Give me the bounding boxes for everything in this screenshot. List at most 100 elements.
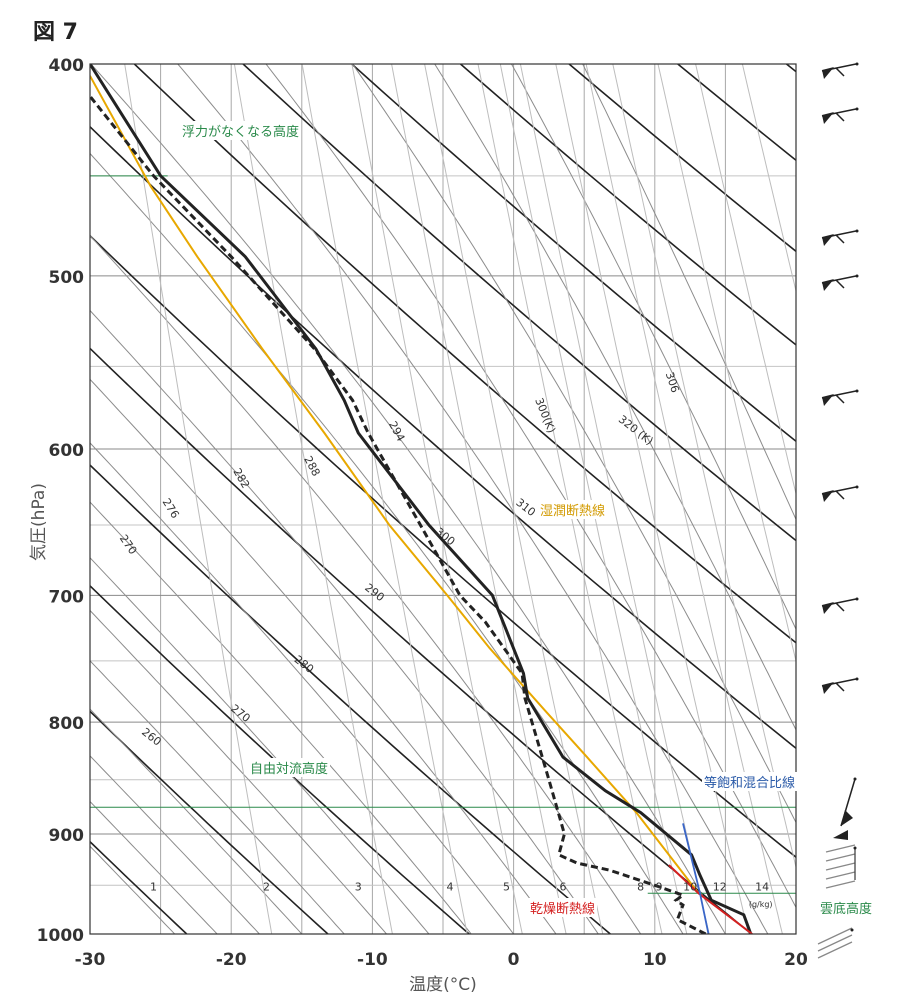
barb-pennant bbox=[822, 234, 834, 246]
dry-adiabat-line bbox=[90, 463, 611, 934]
y-tick-label: 500 bbox=[49, 268, 85, 288]
axes: 400 500 600 700 800 900 1000 -30 -20 -10 0 10 20 温度(°… bbox=[29, 56, 808, 995]
barb-pennant bbox=[833, 830, 848, 840]
mixing-ratio-label: 8 bbox=[637, 880, 644, 893]
wind-barb-icon bbox=[825, 844, 857, 889]
barb-feather bbox=[835, 67, 845, 77]
wind-barb-icon bbox=[821, 62, 859, 79]
wind-barb-icon bbox=[821, 389, 859, 406]
mixing-ratio-line bbox=[391, 64, 567, 934]
barb-feather bbox=[835, 234, 845, 244]
mixing-ratio-line bbox=[555, 64, 750, 934]
barb-pennant bbox=[841, 810, 853, 826]
wind-barb-icon bbox=[821, 274, 859, 291]
moist-adiabat-line bbox=[90, 234, 642, 934]
mixing-ratio-label: 2 bbox=[263, 880, 270, 893]
mixing-ratio-line bbox=[695, 64, 796, 496]
barb-feather bbox=[817, 927, 853, 945]
moist-adiabat-line bbox=[90, 152, 684, 934]
mixing-ratio-line bbox=[657, 64, 796, 664]
figure-title: 図 7 bbox=[33, 20, 78, 45]
x-tick-label: 10 bbox=[643, 950, 667, 970]
dry-adiabat-series bbox=[668, 864, 753, 934]
moist-adiabat-line bbox=[90, 378, 557, 934]
mixing-ratio-line bbox=[301, 64, 468, 934]
dry-adiabat-line bbox=[90, 125, 796, 750]
dry-adiabat-label: 290 bbox=[362, 581, 387, 604]
dry-adiabat-label: 280 bbox=[292, 653, 317, 676]
mixing-ratio-annotation: 等飽和混合比線 bbox=[702, 772, 798, 791]
dry-adiabat-line bbox=[895, 64, 907, 934]
dewpoint-series bbox=[90, 93, 707, 934]
wind-barb-icon bbox=[821, 229, 859, 246]
barb-dot bbox=[855, 677, 859, 681]
barb-dot bbox=[853, 777, 857, 781]
mixing-ratio-label: 6 bbox=[560, 880, 567, 893]
dry-adiabat-label: 300 bbox=[433, 525, 458, 548]
mixing-ratio-label: 5 bbox=[503, 880, 510, 893]
moist-adiabat-label: 288 bbox=[301, 454, 322, 479]
dry-adiabat-line bbox=[90, 347, 753, 934]
barb-feather bbox=[835, 279, 845, 289]
barb-feather bbox=[825, 880, 856, 889]
barb-dot bbox=[855, 389, 859, 393]
dry-adiabat-line bbox=[351, 64, 796, 443]
mixing-ratio-label: 1 bbox=[150, 880, 157, 893]
dry-adiabat-label: 260 bbox=[139, 725, 164, 748]
profile-series bbox=[90, 64, 753, 934]
barb-feather bbox=[835, 112, 845, 122]
contour-labels: 1 2 3 4 5 6 8 9 10 12 14(g/kg)26027028029030031032… bbox=[117, 370, 773, 909]
dry-adiabat-line bbox=[133, 64, 796, 644]
moist-adiabat-line bbox=[90, 442, 514, 934]
dry-adiabat-background-lines bbox=[90, 64, 907, 934]
moist-adiabat-label: 270 bbox=[117, 532, 140, 557]
barb-feather bbox=[825, 853, 856, 862]
barb-feather bbox=[825, 844, 856, 853]
x-tick-label: -10 bbox=[357, 950, 388, 970]
wind-barbs bbox=[817, 62, 859, 959]
x-axis-title: 温度(°C) bbox=[409, 975, 477, 995]
mixing-ratio-label: 4 bbox=[447, 880, 454, 893]
moist-adiabat-line bbox=[90, 557, 430, 934]
barb-dot bbox=[855, 485, 859, 489]
moist-adiabat-line bbox=[265, 64, 796, 909]
moist-adiabat-line bbox=[90, 708, 303, 934]
moist-adiabat-label: 294 bbox=[386, 419, 407, 444]
y-tick-label: 1000 bbox=[37, 926, 84, 946]
mixing-ratio-label: 3 bbox=[355, 880, 362, 893]
y-tick-label: 900 bbox=[49, 826, 85, 846]
x-tick-label: 20 bbox=[784, 950, 808, 970]
moist-adiabat-annotation: 湿潤断熱線 bbox=[538, 500, 608, 519]
moist-adiabat-label: 300(K) bbox=[532, 396, 558, 435]
y-tick-label: 700 bbox=[49, 587, 85, 607]
barb-feather bbox=[835, 490, 845, 500]
plot-frame bbox=[89, 63, 797, 935]
barb-pennant bbox=[822, 112, 834, 124]
barb-dot bbox=[855, 107, 859, 111]
moist-adiabat-series bbox=[90, 75, 700, 894]
y-tick-label: 800 bbox=[49, 714, 85, 734]
mixing-ratio-line bbox=[585, 64, 783, 934]
barb-pennant bbox=[822, 394, 834, 406]
mixing-ratio-line bbox=[124, 64, 273, 934]
moist-adiabat-label: 306 bbox=[663, 370, 682, 394]
grid bbox=[90, 64, 796, 934]
barb-dot bbox=[855, 229, 859, 233]
barb-dot bbox=[853, 846, 857, 850]
mixing-ratio-background-lines bbox=[124, 64, 796, 934]
mixing-ratio-line bbox=[612, 64, 796, 870]
mixing-ratio-line bbox=[424, 64, 604, 934]
mixing-ratio-line bbox=[519, 64, 710, 934]
y-tick-label: 600 bbox=[49, 441, 85, 461]
barb-pennant bbox=[822, 490, 834, 502]
dry-adiabat-line bbox=[90, 234, 796, 859]
barb-dot bbox=[850, 928, 854, 932]
barb-dot bbox=[855, 597, 859, 601]
barb-feather bbox=[825, 871, 856, 880]
moist-adiabat-line bbox=[582, 64, 796, 521]
mixing-ratio-label: 9 bbox=[656, 880, 663, 893]
moist-adiabat-line bbox=[434, 64, 796, 731]
mixing-ratio-label: 14 bbox=[755, 880, 769, 893]
moist-adiabat-background-lines bbox=[90, 64, 796, 934]
